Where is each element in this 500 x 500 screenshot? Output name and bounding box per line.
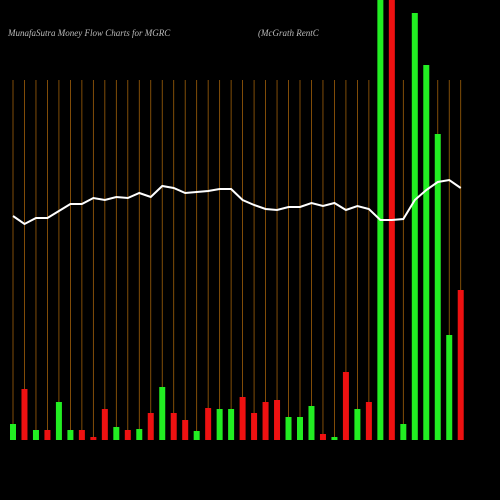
bar	[331, 437, 338, 440]
bar	[457, 290, 464, 440]
bar	[319, 434, 326, 440]
bar	[274, 400, 281, 440]
bar	[136, 429, 143, 440]
bar	[67, 430, 74, 440]
bar	[10, 424, 16, 440]
bar	[159, 387, 166, 440]
bar	[446, 335, 453, 440]
bar	[32, 430, 39, 440]
bar	[297, 417, 303, 440]
bar	[113, 427, 120, 440]
bar	[124, 430, 131, 440]
bar	[342, 372, 349, 440]
bar	[90, 437, 97, 440]
bar	[262, 402, 269, 440]
chart-title: MunafaSutra Money Flow Charts for MGRC	[7, 28, 171, 38]
bar	[411, 13, 418, 440]
bar	[147, 413, 154, 440]
bar	[216, 409, 223, 440]
bar	[228, 409, 235, 440]
bar	[78, 430, 85, 440]
bar	[170, 413, 177, 440]
bar	[285, 417, 292, 440]
chart-subtitle: (McGrath RentC	[258, 28, 320, 38]
bar	[239, 397, 246, 440]
bar	[205, 408, 212, 440]
bar	[251, 413, 258, 440]
bar	[434, 134, 441, 440]
bar	[193, 431, 200, 440]
bar	[101, 409, 108, 440]
bar	[21, 389, 28, 440]
bar	[423, 65, 430, 440]
bar	[308, 406, 315, 440]
line	[12, 178, 462, 226]
bar	[354, 409, 361, 440]
bar	[55, 402, 62, 440]
bar	[44, 430, 51, 440]
bar	[365, 402, 372, 440]
bar	[182, 420, 189, 440]
bar	[400, 424, 407, 440]
